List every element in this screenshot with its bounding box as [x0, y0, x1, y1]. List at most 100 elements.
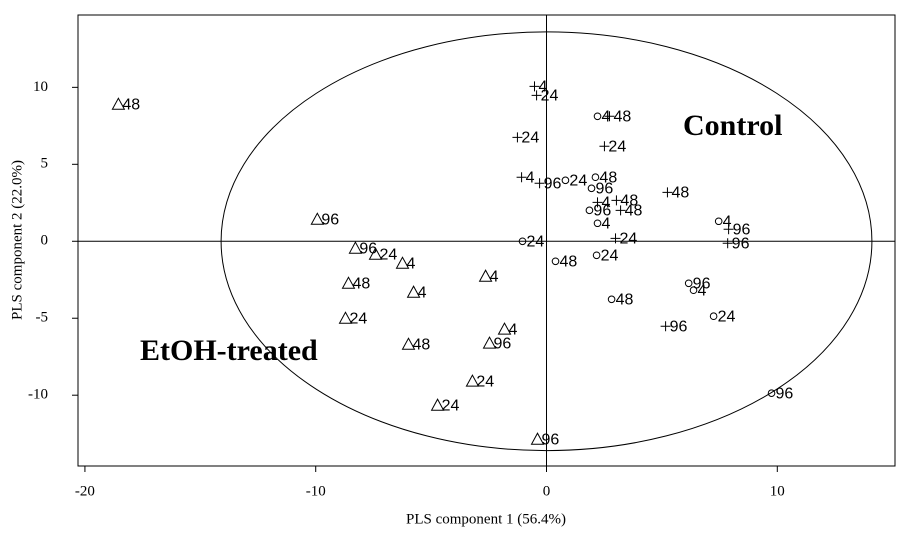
point-label: 4 — [418, 284, 427, 301]
y-tick-label: -5 — [36, 310, 49, 326]
triangle-point — [430, 398, 445, 411]
circle-point — [591, 173, 600, 182]
circle-point — [518, 237, 527, 246]
point-label: 48 — [625, 203, 643, 220]
point-label: 4 — [406, 255, 415, 272]
point-label: 96 — [693, 276, 711, 293]
y-tick-label: 0 — [41, 233, 49, 249]
triangle-point — [406, 285, 421, 298]
circle-point — [592, 251, 601, 260]
point-label: 24 — [379, 246, 397, 263]
plus-point — [615, 205, 626, 216]
triangle-point — [478, 269, 493, 282]
triangle-point — [111, 97, 126, 110]
triangle-point — [497, 322, 512, 335]
plus-point — [529, 81, 540, 92]
point-label: 24 — [601, 247, 619, 264]
point-label: 96 — [542, 431, 560, 448]
point-label: 96 — [670, 318, 688, 335]
triangle-point — [530, 432, 545, 445]
point-label: 4 — [509, 321, 518, 338]
plus-point — [610, 233, 621, 244]
circle-point — [593, 112, 602, 121]
point-label: 96 — [494, 335, 512, 352]
point-label: 48 — [352, 276, 370, 293]
triangle-point — [395, 256, 410, 269]
circle-point — [709, 312, 718, 321]
point-label: 4 — [490, 268, 499, 285]
circle-point — [607, 295, 616, 304]
point-label: 48 — [620, 193, 638, 210]
y-tick-label: -10 — [28, 387, 48, 403]
point-label: 48 — [671, 185, 689, 202]
point-label: 4 — [723, 213, 732, 230]
point-label: 48 — [412, 336, 430, 353]
circle-point — [689, 286, 698, 295]
circle-point — [684, 279, 693, 288]
plus-point — [531, 90, 542, 101]
point-label: 48 — [616, 292, 634, 309]
plus-point — [599, 141, 610, 152]
circle-point — [767, 389, 776, 397]
point-label: 96 — [544, 175, 562, 192]
plot-frame — [77, 14, 896, 467]
triangle-point — [338, 311, 353, 324]
circle-point — [587, 184, 596, 193]
point-label: 4 — [602, 195, 611, 212]
point-label: 4 — [698, 282, 707, 299]
point-label: 96 — [733, 221, 751, 238]
plus-point — [660, 321, 671, 332]
plus-point — [512, 132, 523, 143]
point-label: 48 — [122, 96, 140, 113]
point-label: 96 — [776, 385, 794, 402]
y-tick-label: 10 — [33, 79, 48, 95]
point-label: 96 — [732, 235, 750, 252]
x-tick-label: 0 — [543, 483, 551, 499]
circle-point — [561, 176, 570, 185]
triangle-point — [401, 337, 416, 350]
x-axis-label: PLS component 1 (56.4%) — [406, 511, 566, 527]
point-label: 24 — [349, 310, 367, 327]
x-tick-label: 10 — [770, 483, 785, 499]
annotation: Control — [683, 109, 782, 142]
point-label: 24 — [527, 233, 545, 250]
y-axis-label: PLS component 2 (22.0%) — [9, 160, 25, 320]
plus-point — [516, 172, 527, 183]
point-label: 24 — [718, 308, 736, 325]
point-label: 24 — [442, 397, 460, 414]
plus-point — [723, 224, 734, 235]
triangle-point — [465, 374, 480, 387]
circle-point — [585, 206, 594, 215]
point-label: 24 — [608, 139, 626, 156]
point-label: 24 — [569, 173, 587, 190]
plus-point — [611, 195, 622, 206]
circle-point — [714, 217, 723, 226]
point-label: 96 — [321, 211, 339, 228]
point-label: 24 — [476, 373, 494, 390]
plus-point — [534, 178, 545, 189]
circle-point — [551, 257, 560, 266]
circle-point — [593, 219, 602, 228]
triangle-point — [310, 212, 325, 225]
x-tick-label: -10 — [306, 483, 326, 499]
point-label: 4 — [602, 215, 611, 232]
point-label: 48 — [560, 253, 578, 270]
point-label: 24 — [521, 130, 539, 147]
point-label: 4 — [526, 169, 535, 186]
point-label: 24 — [620, 231, 638, 248]
triangle-point — [368, 247, 383, 260]
point-label: 24 — [541, 88, 559, 105]
plus-point — [662, 187, 673, 198]
plus-point — [722, 238, 733, 249]
triangle-point — [348, 241, 363, 254]
point-label: 4 — [602, 109, 611, 126]
y-tick-label: 5 — [41, 156, 49, 172]
annotation: EtOH-treated — [140, 334, 318, 367]
point-label: 48 — [599, 169, 617, 186]
triangle-point — [341, 276, 356, 289]
point-label: 96 — [596, 181, 614, 198]
plus-point — [592, 197, 603, 208]
x-tick-label: -20 — [75, 483, 95, 499]
point-label: 4 — [539, 79, 548, 96]
